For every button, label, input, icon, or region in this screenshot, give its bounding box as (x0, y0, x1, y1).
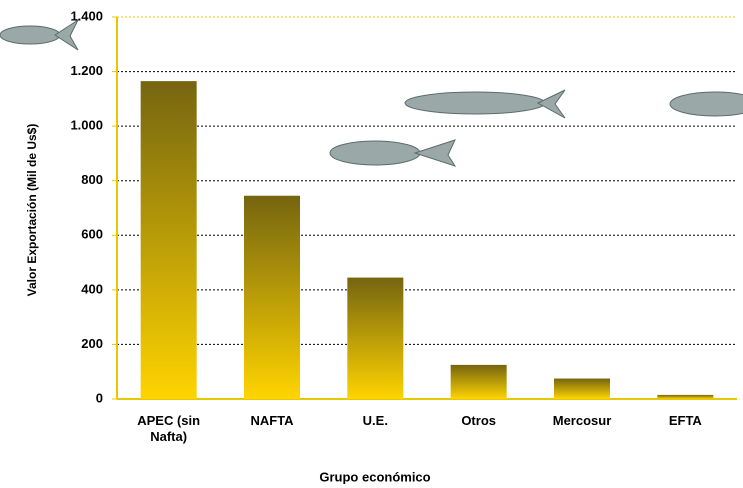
bar (244, 195, 300, 399)
y-tick-label: 1.400 (70, 8, 103, 23)
y-tick-label: 800 (81, 172, 103, 187)
fish-decoration (0, 18, 743, 167)
x-tick-label: Otros (461, 413, 496, 428)
bar (554, 378, 610, 399)
x-tick-label: NAFTA (250, 413, 294, 428)
y-tick-label: 0 (96, 390, 103, 405)
x-tick-label: U.E. (362, 413, 388, 428)
y-tick-label: 200 (81, 336, 103, 351)
bar (450, 364, 507, 399)
y-tick-label: 400 (81, 281, 103, 296)
bar (657, 394, 714, 399)
y-tick-label: 600 (81, 227, 103, 242)
bar (347, 277, 404, 399)
x-tick-label: EFTA (668, 413, 702, 428)
x-tick-label: Mercosur (552, 413, 612, 428)
x-axis-title: Grupo económico (319, 469, 430, 484)
y-axis-title: Valor Exportación (Mil de Us$) (25, 124, 39, 297)
x-tick-label: APEC (sin Nafta) (137, 413, 201, 444)
y-tick-label: 1.200 (70, 63, 103, 78)
y-tick-label: 1.000 (70, 118, 103, 133)
bar (140, 81, 197, 399)
